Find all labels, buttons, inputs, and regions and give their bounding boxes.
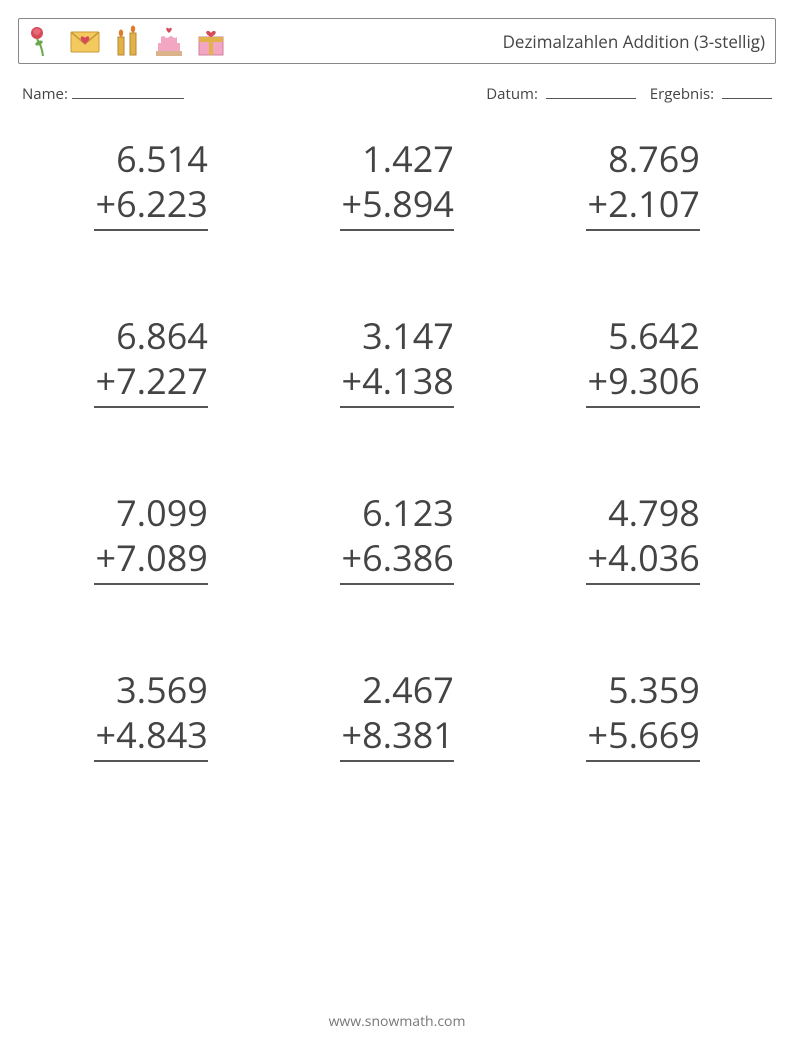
problem-bottom-row: +2.107: [586, 181, 700, 231]
math-problem: 2.467+8.381: [294, 667, 500, 762]
problem-bottom-row: +4.843: [94, 712, 208, 762]
math-problem: 3.569+4.843: [48, 667, 254, 762]
math-problem: 8.769+2.107: [540, 136, 746, 231]
problem-top-number: 2.467: [340, 667, 454, 712]
worksheet-title: Dezimalzahlen Addition (3-stellig): [503, 30, 765, 53]
problem-bottom-row: +6.386: [340, 535, 454, 585]
problem-bottom-row: +7.227: [94, 358, 208, 408]
problem-bottom-row: +9.306: [586, 358, 700, 408]
rose-icon: [25, 23, 61, 59]
problem-top-number: 5.642: [586, 313, 700, 358]
problem-bottom-row: +8.381: [340, 712, 454, 762]
math-problem: 3.147+4.138: [294, 313, 500, 408]
problem-bottom-row: +4.138: [340, 358, 454, 408]
problem-top-number: 5.359: [586, 667, 700, 712]
problems-grid: 6.514+6.2231.427+5.8948.769+2.1076.864+7…: [18, 136, 776, 762]
name-blank: [72, 84, 184, 99]
info-row: Name: Datum: Ergebnis:: [18, 84, 776, 104]
problem-top-number: 6.123: [340, 490, 454, 535]
name-label: Name:: [22, 84, 68, 104]
math-problem: 5.359+5.669: [540, 667, 746, 762]
worksheet-page: Dezimalzahlen Addition (3-stellig) Name:…: [0, 0, 794, 1053]
gift-icon: [193, 23, 229, 59]
result-blank: [722, 84, 772, 99]
math-problem: 6.123+6.386: [294, 490, 500, 585]
footer-link: www.snowmath.com: [0, 1012, 794, 1031]
problem-top-number: 7.099: [94, 490, 208, 535]
math-problem: 1.427+5.894: [294, 136, 500, 231]
problem-bottom-row: +5.894: [340, 181, 454, 231]
problem-top-number: 1.427: [340, 136, 454, 181]
problem-bottom-row: +4.036: [586, 535, 700, 585]
problem-top-number: 6.514: [94, 136, 208, 181]
problem-bottom-row: +6.223: [94, 181, 208, 231]
problem-top-number: 3.147: [340, 313, 454, 358]
date-label: Datum:: [486, 84, 538, 104]
cake-icon: [151, 23, 187, 59]
problem-top-number: 4.798: [586, 490, 700, 535]
candles-icon: [109, 23, 145, 59]
problem-bottom-row: +7.089: [94, 535, 208, 585]
math-problem: 6.514+6.223: [48, 136, 254, 231]
math-problem: 6.864+7.227: [48, 313, 254, 408]
result-label: Ergebnis:: [650, 84, 714, 104]
problem-top-number: 8.769: [586, 136, 700, 181]
problem-top-number: 6.864: [94, 313, 208, 358]
problem-top-number: 3.569: [94, 667, 208, 712]
math-problem: 5.642+9.306: [540, 313, 746, 408]
math-problem: 4.798+4.036: [540, 490, 746, 585]
header-bar: Dezimalzahlen Addition (3-stellig): [18, 18, 776, 64]
math-problem: 7.099+7.089: [48, 490, 254, 585]
date-blank: [546, 84, 636, 99]
problem-bottom-row: +5.669: [586, 712, 700, 762]
header-icons: [25, 23, 229, 59]
envelope-icon: [67, 23, 103, 59]
